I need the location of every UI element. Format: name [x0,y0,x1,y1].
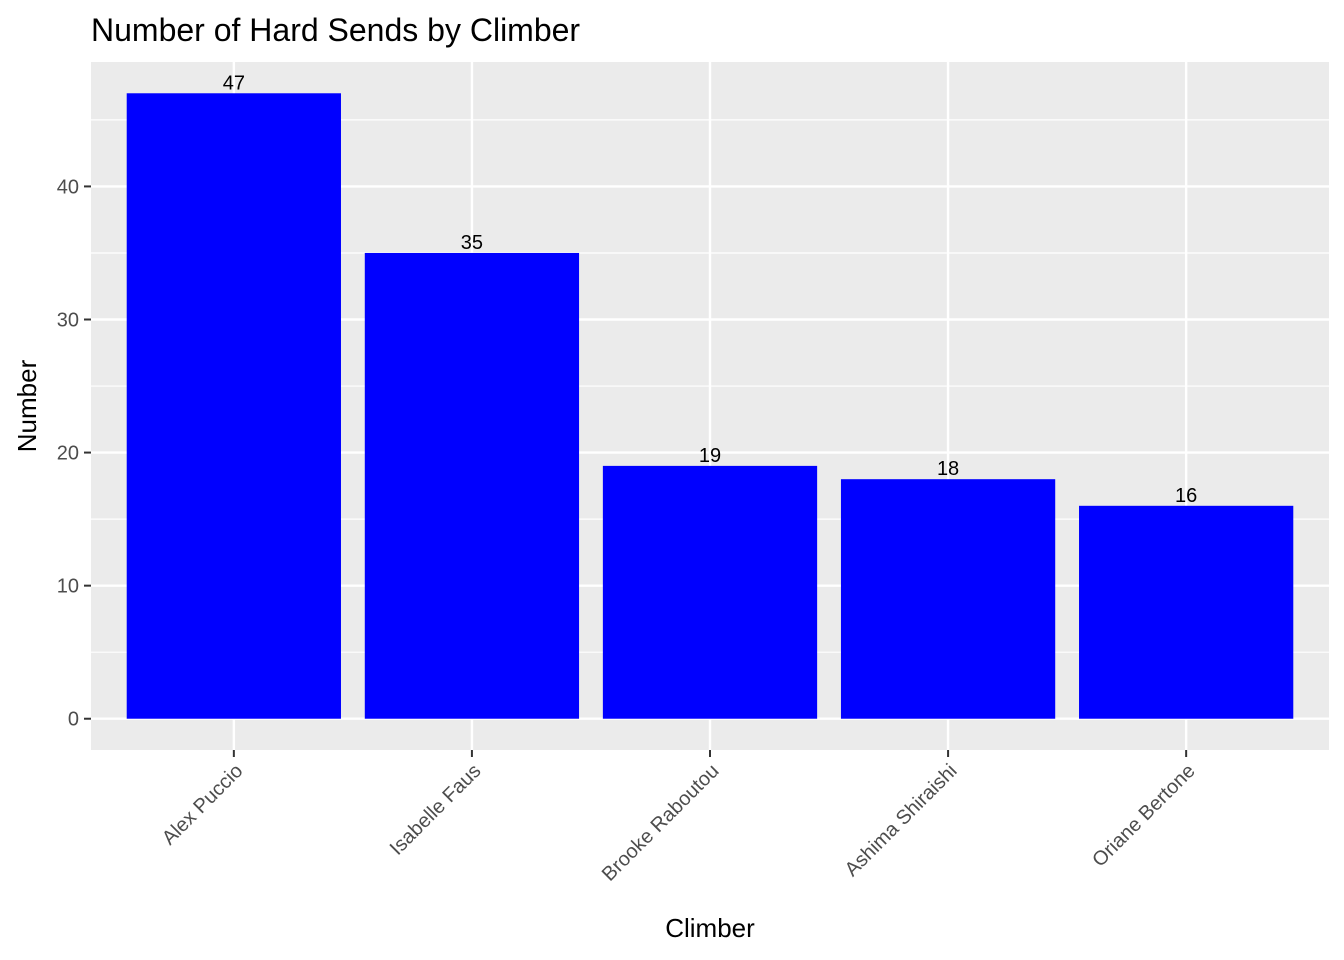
data-label: 35 [461,232,483,254]
x-tick-label: Ashima Shiraishi [841,760,962,881]
bar [364,252,580,719]
x-tick-label: Brooke Raboutou [598,760,724,886]
bar [602,465,818,719]
data-label: 16 [1175,485,1197,507]
x-tick-label: Isabelle Faus [386,760,486,860]
data-labels: 47 35 19 18 16 [223,72,1198,507]
data-label: 18 [937,458,959,480]
y-tick-label: 20 [57,443,79,465]
x-tick-label: Oriane Bertone [1088,760,1199,871]
bar [126,93,341,719]
data-label: 47 [223,72,245,94]
y-axis: 0 10 20 30 40 [57,176,91,731]
y-tick-label: 0 [68,709,79,731]
y-tick-label: 10 [57,576,79,598]
bar [840,479,1056,719]
x-tick-label: Alex Puccio [158,760,247,849]
bars [126,93,1294,719]
bar [1079,505,1294,719]
y-tick-label: 40 [57,176,79,198]
x-axis: Alex Puccio Isabelle Faus Brooke Raboutou A… [158,750,1200,886]
x-axis-title: Climber [665,913,755,943]
chart-title: Number of Hard Sends by Climber [91,12,580,48]
y-axis-title: Number [12,359,42,452]
data-label: 19 [699,445,721,467]
y-tick-label: 30 [57,310,79,332]
